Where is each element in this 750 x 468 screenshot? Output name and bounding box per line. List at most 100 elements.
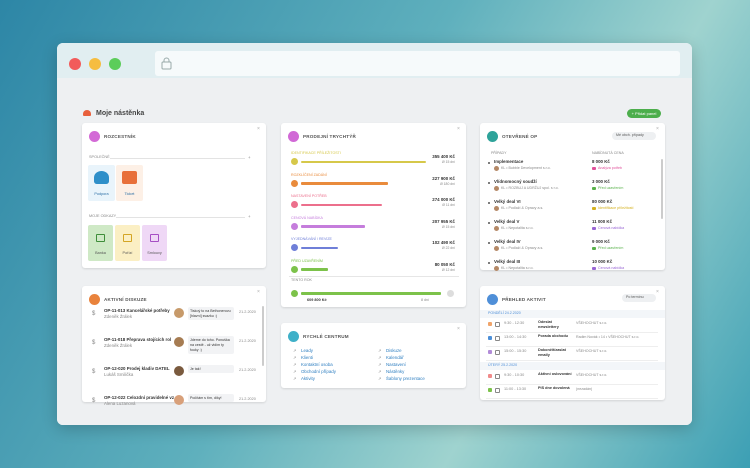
quick-link[interactable]: Nastavení <box>386 362 406 367</box>
minimize-light[interactable] <box>89 58 101 70</box>
activity-name[interactable]: Porada obchodu <box>538 334 568 338</box>
quick-link[interactable]: Šablony prezentace <box>386 376 425 381</box>
deal-name[interactable]: Velký deal III <box>494 259 521 264</box>
stage-value: 102 490 Kč <box>432 240 455 245</box>
stage-days: Ø 12 dní <box>441 267 455 272</box>
activity-name[interactable]: Aktivní oslovování <box>538 372 572 376</box>
add-link[interactable]: + <box>248 214 251 219</box>
checkbox[interactable] <box>495 321 500 327</box>
quick-link[interactable]: Aktivity <box>301 376 315 381</box>
tile-label: Pořízí <box>122 251 133 255</box>
discussion-item[interactable]: $ OP-11-013 Kancelářské potřeby Zdeněk Žrá… <box>82 307 266 333</box>
close-button[interactable]: × <box>257 289 260 295</box>
link-arrow: ↗ <box>378 348 382 353</box>
row-dot <box>488 262 490 264</box>
deal-icon: $ <box>92 398 96 404</box>
activity-time: 15:00 - 15:30 <box>504 349 527 353</box>
scrollbar <box>262 306 264 366</box>
stage-dot <box>592 207 596 210</box>
filter-button[interactable]: Po termínu <box>622 294 656 302</box>
panel-title: RYCHLÉ CENTRUM <box>303 334 349 339</box>
column-header: PŘÍPADY <box>491 151 507 155</box>
activity-name[interactable]: Dokončit/zaslat emaily <box>538 348 566 357</box>
panel-icon <box>89 294 100 305</box>
discussion-item[interactable]: $ OP-12-020 Prodej kladiv DATEL Lukáš Smil… <box>82 365 266 391</box>
avatar <box>494 166 499 171</box>
zoom-light[interactable] <box>109 58 121 70</box>
close-light[interactable] <box>69 58 81 70</box>
deal-stage: Cenová nabídka <box>598 266 625 270</box>
panel: AKTIVNÍ DISKUZE × $ OP-11-013 Kancelářské p… <box>82 286 266 406</box>
stage-dot <box>592 167 596 170</box>
section-label: MOJE ODKAZY <box>89 214 117 218</box>
activity-type <box>488 322 492 326</box>
activity-time: 9:30 - 12:30 <box>504 321 525 325</box>
discussion-title: OP-12-020 Prodej kladiv DATEL <box>104 366 170 371</box>
stage-days: Ø 180 dní <box>440 181 455 186</box>
link-arrow: ↗ <box>293 355 297 360</box>
close-button[interactable]: × <box>656 289 659 295</box>
add-panel-text: Přidat panel <box>635 110 657 116</box>
panel-icon <box>89 131 100 142</box>
link-arrow: ↗ <box>293 348 297 353</box>
deal-name[interactable]: Velký deal VI <box>494 199 521 204</box>
shortcut-tile[interactable]: Smlouvy <box>142 225 167 261</box>
shortcut-tile[interactable]: Pořízí <box>115 225 140 261</box>
stage-marker <box>291 222 298 230</box>
quick-link[interactable]: Obchodní případy <box>301 369 336 374</box>
dashboard: ROZCESTNÍK × SPOLEČNÉ + Podpora Ticket MOJE OD… <box>57 43 692 425</box>
checkbox[interactable] <box>495 373 500 379</box>
tile-label: Ticket <box>124 192 135 196</box>
message-bubble: Počítám s tím, díky! <box>188 394 234 402</box>
avatar <box>494 226 499 231</box>
panel: RYCHLÉ CENTRUM × ↗ Leady ↗ Klienti ↗ Kontaktní … <box>281 323 466 388</box>
deal-name[interactable]: Vlídnomocný soudží <box>494 179 537 184</box>
date-label: ÚTERÝ 25.2.2020 <box>488 363 518 367</box>
stage-days: Ø 15 dní <box>441 160 455 164</box>
date-group <box>480 362 665 370</box>
discussion-item[interactable]: $ OP-11-018 Přeprava stojících rol Zdeněk … <box>82 336 266 362</box>
row-dot <box>488 202 490 204</box>
discussion-item[interactable]: $ OP-12-022 Celozdní pravidelné vz Alena L… <box>82 394 266 420</box>
stage-marker <box>291 158 298 165</box>
activity-company: VŠEHOCHUT s.r.o. <box>576 349 608 353</box>
link-arrow: ↗ <box>378 376 382 381</box>
title-bar <box>57 43 692 78</box>
panel-icon <box>288 131 299 142</box>
deal-name[interactable]: Velký deal IV <box>494 239 521 244</box>
tile-icon <box>122 171 137 184</box>
shortcut-tile[interactable]: Banka <box>88 225 113 261</box>
quick-link[interactable]: Nástěnky <box>386 369 405 374</box>
stage-name: VYJEDNÁVÁNÍ / REVIZE <box>291 237 332 241</box>
add-link[interactable]: + <box>248 155 251 160</box>
deal-name[interactable]: Implementace <box>494 159 524 164</box>
checkbox[interactable] <box>495 335 500 341</box>
deal-name[interactable]: Velký deal V <box>494 219 520 224</box>
quick-link[interactable]: Kalendář <box>386 355 404 360</box>
activity-name[interactable]: PIS dne dovolená <box>538 386 570 390</box>
row-dot <box>488 242 490 244</box>
quick-link[interactable]: Klienti <box>301 355 313 360</box>
shortcut-tile[interactable]: Ticket <box>116 165 143 201</box>
quick-link[interactable]: Diskuze <box>386 348 402 353</box>
close-button[interactable]: × <box>457 126 460 132</box>
add-panel-button[interactable]: + Přidat panel <box>627 109 661 118</box>
deal-price: 80 000 Kč <box>592 199 613 204</box>
activity-name[interactable]: Odeslat newslettery <box>538 320 559 329</box>
stage-dot <box>592 267 596 270</box>
checkbox[interactable] <box>495 349 500 355</box>
close-button[interactable]: × <box>457 326 460 332</box>
address-bar[interactable] <box>155 51 680 76</box>
quick-link[interactable]: Kontaktní osoba <box>301 362 333 367</box>
stage-bar <box>301 160 426 163</box>
row-divider <box>486 384 658 385</box>
stage-marker <box>291 244 298 251</box>
column-header: NABÍDNUTÁ CENA <box>592 151 624 155</box>
quick-link[interactable]: Leady <box>301 348 313 353</box>
close-button[interactable]: × <box>257 126 260 132</box>
checkbox[interactable] <box>495 387 500 393</box>
filter-button[interactable]: Mé obch. případy <box>612 132 656 140</box>
close-button[interactable]: × <box>656 126 659 132</box>
date-group <box>480 310 665 318</box>
shortcut-tile[interactable]: Podpora <box>88 165 115 201</box>
